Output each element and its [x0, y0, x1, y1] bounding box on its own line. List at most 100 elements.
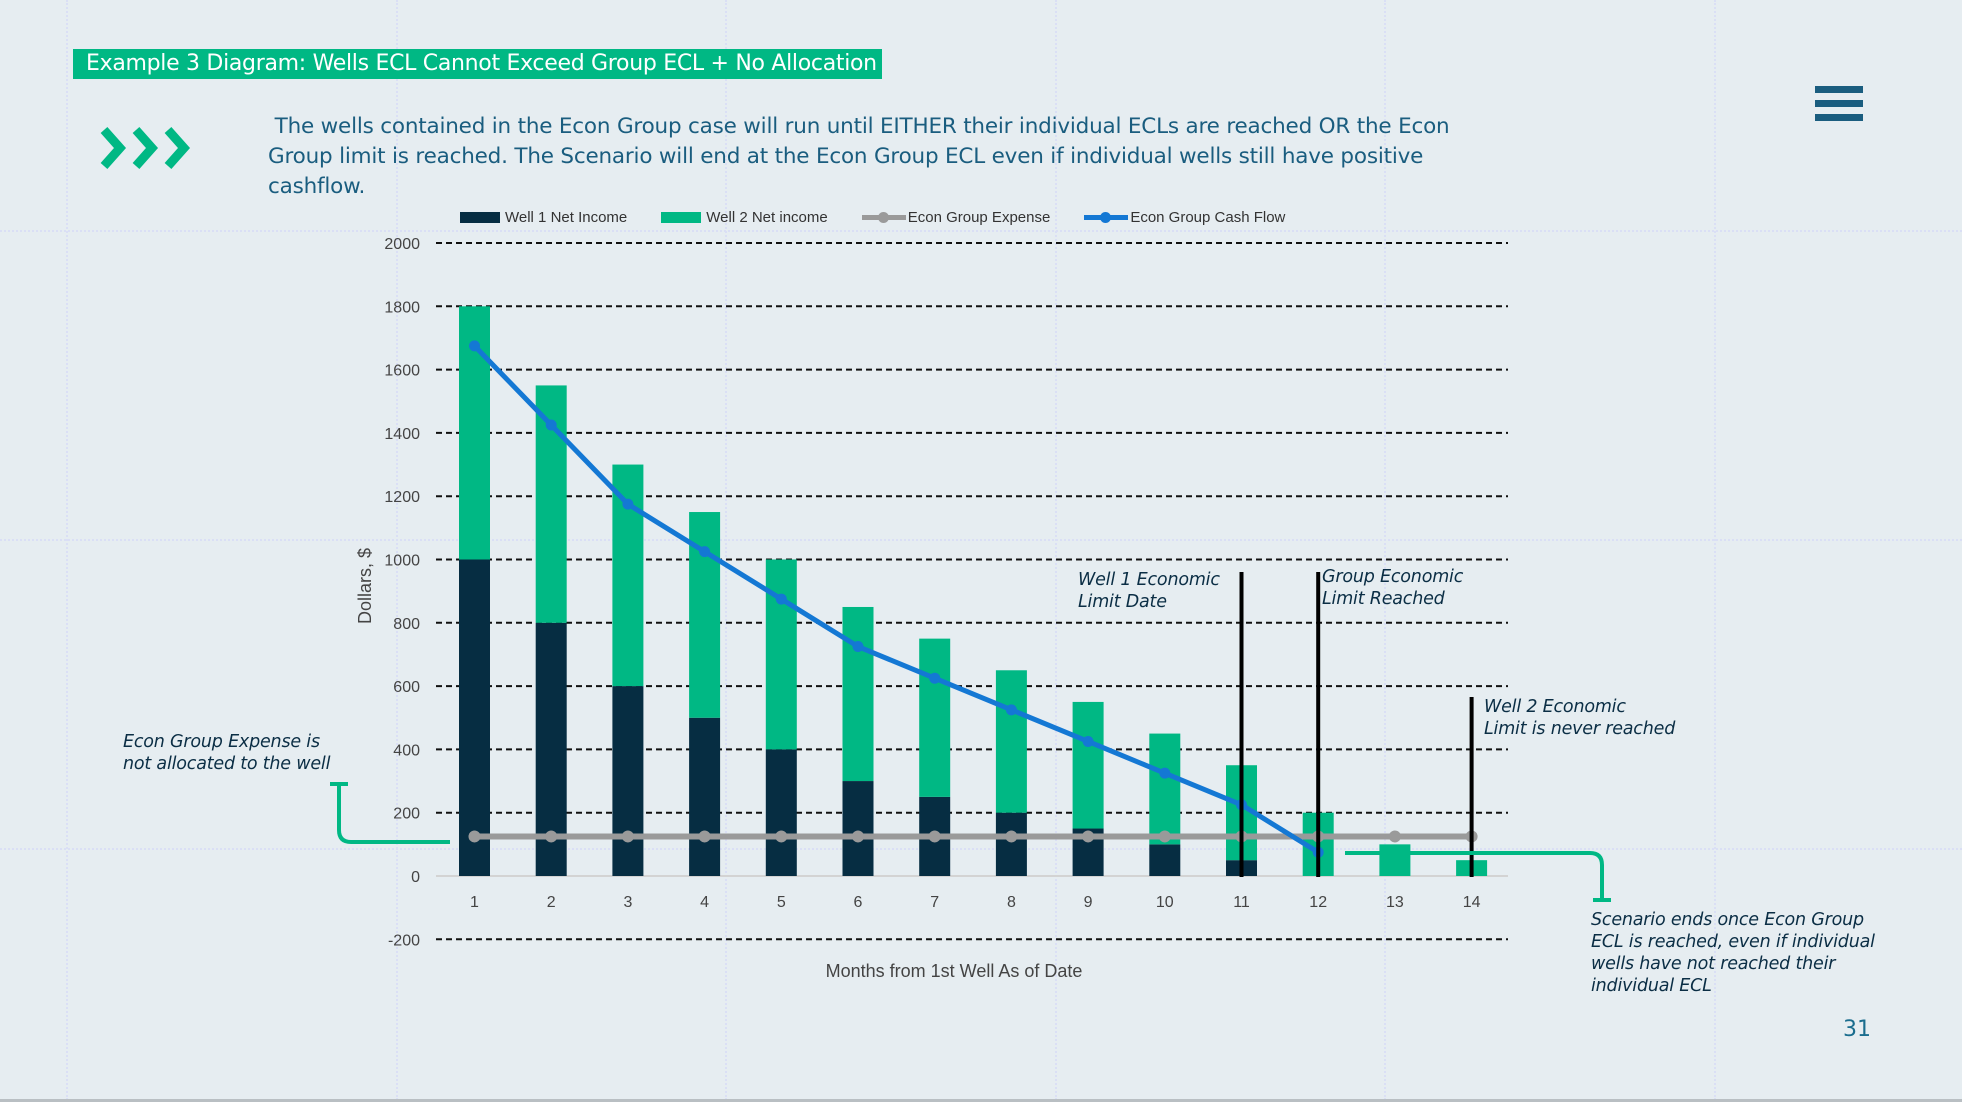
- well2-ecl-annotation: Well 2 Economic Limit is never reached: [1484, 697, 1676, 739]
- cash-flow-line: [472, 344, 1320, 855]
- bar-well1-net-income: [765, 749, 797, 876]
- background-grid-line: [66, 0, 68, 1100]
- x-tick-label: 9: [1084, 894, 1093, 911]
- cash-flow-point: [775, 593, 787, 605]
- intro-text: The wells contained in the Econ Group ca…: [268, 114, 1450, 199]
- x-tick-label: 11: [1233, 894, 1250, 911]
- bar-well2-net-income: [612, 464, 644, 687]
- background-grid-line: [0, 539, 1962, 541]
- legend-swatch-well2: [661, 211, 702, 223]
- x-tick-label: 3: [623, 894, 632, 911]
- background-grid-line: [725, 0, 727, 1100]
- legend-label: Econ Group Expense: [907, 208, 1051, 226]
- legend-item-cashflow: Econ Group Cash Flow: [1084, 209, 1285, 226]
- background-grid-line: [1055, 0, 1057, 1100]
- scenario-annotation: Scenario ends once Econ Group ECL is rea…: [1591, 910, 1875, 996]
- bar-well2-net-income: [1379, 844, 1411, 876]
- x-axis-title: Months from 1st Well As of Date: [826, 961, 1083, 981]
- bar-well2-net-income: [1072, 701, 1104, 829]
- expense-point: [775, 830, 788, 843]
- y-tick-label: 0: [411, 869, 420, 886]
- cash-flow-point: [699, 546, 711, 558]
- expense-point: [852, 830, 864, 843]
- bar-well2-net-income: [765, 559, 797, 750]
- cash-flow-point: [1082, 735, 1094, 747]
- bar-well2-net-income: [919, 638, 951, 797]
- x-tick-label: 12: [1309, 894, 1327, 911]
- y-tick-label: 1000: [384, 553, 420, 570]
- bar-well2-net-income: [842, 606, 874, 782]
- y-tick-label: 1200: [384, 489, 420, 506]
- cash-flow-point: [1005, 704, 1017, 716]
- y-tick-label: 1400: [384, 426, 420, 443]
- cash-flow-point: [469, 340, 480, 352]
- x-tick-label: 5: [777, 894, 786, 911]
- legend-swatch-cashflow: [1084, 211, 1129, 223]
- legend-swatch-expense: [861, 211, 906, 223]
- bar-well1-net-income: [995, 812, 1027, 876]
- background-grid-line: [0, 230, 1962, 232]
- bar-well2-net-income: [1149, 733, 1181, 845]
- legend-item-expense: Econ Group Expense: [861, 208, 1051, 226]
- background-grid-line: [1714, 0, 1716, 1100]
- legend-label: Well 2 Net income: [706, 208, 828, 226]
- legend-swatch-well1: [460, 211, 500, 223]
- expense-callout-connector: [330, 782, 450, 844]
- page-number: 31: [1843, 1017, 1871, 1042]
- background-grid-line: [1384, 0, 1386, 1100]
- well1-ecl-annotation: Well 1 Economic Limit Date: [1078, 570, 1220, 612]
- y-tick-label: -200: [388, 932, 420, 949]
- expense-point: [928, 830, 941, 843]
- cash-flow-point: [929, 672, 941, 684]
- cash-flow-point: [545, 419, 557, 431]
- bar-well1-net-income: [459, 559, 490, 876]
- y-tick-label: 200: [393, 806, 420, 823]
- y-tick-label: 600: [393, 679, 420, 696]
- expense-point: [1158, 830, 1171, 843]
- legend-item-well1: Well 1 Net Income: [460, 209, 627, 226]
- x-tick-label: 10: [1156, 894, 1174, 911]
- bar-well1-net-income: [612, 686, 644, 876]
- y-tick-label: 2000: [384, 236, 420, 253]
- scenario-callout-connector: [1345, 851, 1611, 902]
- slide-title: Example 3 Diagram: Wells ECL Cannot Exce…: [73, 49, 882, 79]
- y-tick-label: 800: [393, 616, 420, 633]
- x-tick-label: 4: [700, 894, 709, 911]
- background-grid-line: [396, 0, 398, 1100]
- x-tick-label: 7: [930, 894, 939, 911]
- expense-point: [1388, 830, 1401, 843]
- x-tick-label: 8: [1007, 894, 1016, 911]
- y-tick-label: 400: [393, 742, 420, 759]
- legend-item-well2: Well 2 Net income: [661, 208, 828, 226]
- slide-bottom-border: [0, 1099, 1962, 1102]
- background-grid-line: [0, 848, 1962, 850]
- bar-well1-net-income: [689, 717, 721, 876]
- triple-chevron-right-icon: [100, 127, 191, 169]
- expense-point: [468, 830, 481, 843]
- y-tick-label: 1600: [384, 363, 420, 380]
- x-tick-label: 13: [1386, 894, 1404, 911]
- legend-label: Well 1 Net Income: [505, 208, 628, 226]
- bar-well1-net-income: [842, 781, 874, 876]
- expense-point: [621, 830, 634, 843]
- group-ecl-annotation: Group Economic Limit Reached: [1322, 567, 1464, 609]
- expense-point: [1005, 830, 1018, 843]
- y-tick-label: 1800: [384, 299, 420, 316]
- x-tick-label: 2: [547, 894, 556, 911]
- bar-well2-net-income: [995, 670, 1027, 813]
- x-tick-label: 1: [470, 894, 479, 911]
- expense-point: [1082, 830, 1095, 843]
- cash-flow-point: [852, 641, 864, 653]
- x-tick-label: 6: [854, 894, 863, 911]
- legend-label: Econ Group Cash Flow: [1130, 208, 1286, 226]
- y-axis-title: Dollars, $: [355, 548, 375, 624]
- expense-point: [545, 830, 558, 843]
- chart-legend: Well 1 Net Income Well 2 Net income Econ…: [460, 205, 1319, 229]
- cash-flow-point: [1159, 767, 1171, 779]
- expense-point: [698, 830, 711, 843]
- cash-flow-point: [622, 498, 634, 510]
- hamburger-menu-icon[interactable]: [1815, 86, 1863, 124]
- x-tick-label: 14: [1463, 894, 1481, 911]
- expense-annotation: Econ Group Expense is not allocated to t…: [123, 732, 331, 774]
